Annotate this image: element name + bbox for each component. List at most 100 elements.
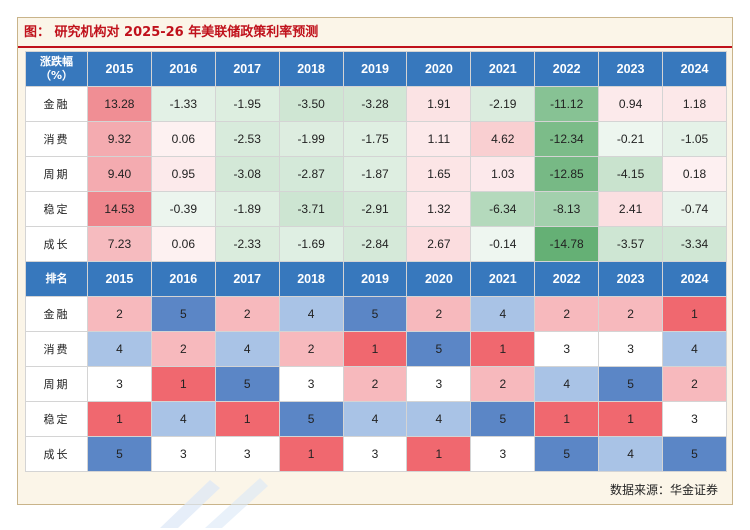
year-header-2024: 2024 — [662, 51, 727, 87]
rank-cell: 5 — [662, 436, 727, 472]
return-cell: -1.89 — [214, 191, 280, 227]
rank-cell: 2 — [342, 366, 408, 402]
returns-rank-table: 涨跌幅 （%） 2015 2016 2017 2018 2019 2020 2021 2022 2… — [25, 51, 727, 472]
return-cell: 4.62 — [470, 121, 536, 157]
return-cell: -2.19 — [470, 86, 536, 122]
returns-row: 消费 9.32 0.06 -2.53 -1.99 -1.75 1.11 4.62 -12.34-… — [25, 121, 727, 157]
rank-cell: 5 — [406, 331, 472, 367]
rank-cell: 3 — [342, 436, 408, 472]
return-cell: 1.91 — [406, 86, 472, 122]
year-header-2021: 2021 — [470, 261, 536, 297]
rank-cell: 1 — [470, 331, 536, 367]
year-header-2020: 2020 — [406, 261, 472, 297]
row-label: 成长 — [25, 226, 88, 262]
return-cell: 0.18 — [662, 156, 727, 192]
return-cell: 1.65 — [406, 156, 472, 192]
rank-cell: 2 — [470, 366, 536, 402]
returns-row: 金融 13.28 -1.33 -1.95 -3.50 -3.28 1.91 -2.19 -11.… — [25, 86, 727, 122]
return-cell: -0.21 — [598, 121, 664, 157]
year-header-2015: 2015 — [87, 51, 152, 87]
year-header-2019: 2019 — [342, 261, 408, 297]
return-cell: -14.78 — [534, 226, 600, 262]
rank-cell: 3 — [598, 331, 664, 367]
year-header-2018: 2018 — [278, 261, 344, 297]
rank-cell: 3 — [662, 401, 727, 437]
return-cell: 0.06 — [150, 121, 216, 157]
returns-header-row-corner: 涨跌幅 （%） — [25, 51, 88, 87]
return-cell: -1.75 — [342, 121, 408, 157]
return-cell: -8.13 — [534, 191, 600, 227]
return-cell: -3.57 — [598, 226, 664, 262]
year-header-2017: 2017 — [214, 51, 280, 87]
returns-header-row: 涨跌幅 （%） 2015 2016 2017 2018 2019 2020 2021 2022 2… — [25, 51, 727, 87]
year-header-2023: 2023 — [598, 51, 664, 87]
rank-row: 金融 2 5 2 4 5 2 4 2 2 1 — [25, 296, 727, 332]
return-cell: -3.34 — [662, 226, 727, 262]
return-cell: -3.50 — [278, 86, 344, 122]
year-header-2022: 2022 — [534, 261, 600, 297]
return-cell: -0.14 — [470, 226, 536, 262]
returns-row: 周期 9.40 0.95 -3.08 -2.87 -1.87 1.65 1.03 -12.85-… — [25, 156, 727, 192]
return-cell: -4.15 — [598, 156, 664, 192]
rank-row: 稳定 1 4 1 5 4 4 5 1 1 3 — [25, 401, 727, 437]
rank-cell: 5 — [534, 436, 600, 472]
return-cell: -1.69 — [278, 226, 344, 262]
rank-cell: 3 — [150, 436, 216, 472]
rank-cell: 5 — [87, 436, 152, 472]
return-cell: 9.40 — [87, 156, 152, 192]
rank-cell: 5 — [342, 296, 408, 332]
rank-cell: 4 — [214, 331, 280, 367]
return-cell: 1.32 — [406, 191, 472, 227]
rank-cell: 5 — [214, 366, 280, 402]
return-cell: -3.28 — [342, 86, 408, 122]
return-cell: -0.74 — [662, 191, 727, 227]
rank-row: 消费 4 2 4 2 1 5 1 3 3 4 — [25, 331, 727, 367]
return-cell: -12.85 — [534, 156, 600, 192]
return-cell: 0.94 — [598, 86, 664, 122]
rank-cell: 2 — [214, 296, 280, 332]
return-cell: -2.84 — [342, 226, 408, 262]
return-cell: 9.32 — [87, 121, 152, 157]
return-cell: 2.67 — [406, 226, 472, 262]
figure-frame: 图： 研究机构对 2025-26 年美联储政策利率预测 涨跌幅 （%） 2015 2… — [17, 17, 733, 505]
rank-cell: 3 — [470, 436, 536, 472]
return-cell: -12.34 — [534, 121, 600, 157]
rank-cell: 4 — [534, 366, 600, 402]
rank-row: 成长 5 3 3 1 3 1 3 5 4 5 — [25, 436, 727, 472]
year-header-2021: 2021 — [470, 51, 536, 87]
rank-cell: 1 — [150, 366, 216, 402]
year-header-2019: 2019 — [342, 51, 408, 87]
ranks-header-row-corner: 排名 — [25, 261, 88, 297]
rank-cell: 4 — [470, 296, 536, 332]
rank-cell: 5 — [470, 401, 536, 437]
return-cell: -1.87 — [342, 156, 408, 192]
return-cell: 14.53 — [87, 191, 152, 227]
rank-cell: 1 — [662, 296, 727, 332]
rank-cell: 3 — [406, 366, 472, 402]
return-cell: 7.23 — [87, 226, 152, 262]
year-header-2020: 2020 — [406, 51, 472, 87]
return-cell: -1.99 — [278, 121, 344, 157]
row-label: 周期 — [25, 366, 88, 402]
return-cell: 1.11 — [406, 121, 472, 157]
rank-cell: 1 — [214, 401, 280, 437]
year-header-2016: 2016 — [150, 51, 216, 87]
rank-cell: 1 — [342, 331, 408, 367]
rank-cell: 1 — [534, 401, 600, 437]
returns-row: 成长 7.23 0.06 -2.33 -1.69 -2.84 2.67 -0.14 -14.78… — [25, 226, 727, 262]
title-divider — [18, 46, 732, 48]
rank-row: 周期 3 1 5 3 2 3 2 4 5 2 — [25, 366, 727, 402]
year-header-2018: 2018 — [278, 51, 344, 87]
row-label: 稳定 — [25, 191, 88, 227]
row-label: 成长 — [25, 436, 88, 472]
row-label: 金融 — [25, 296, 88, 332]
row-label: 消费 — [25, 331, 88, 367]
return-cell: -1.95 — [214, 86, 280, 122]
return-cell: -11.12 — [534, 86, 600, 122]
rank-cell: 4 — [406, 401, 472, 437]
rank-cell: 3 — [534, 331, 600, 367]
data-table-container: 涨跌幅 （%） 2015 2016 2017 2018 2019 2020 2021 2022 2… — [25, 51, 727, 472]
watermark-logo — [160, 478, 268, 528]
return-cell: -6.34 — [470, 191, 536, 227]
return-cell: 0.95 — [150, 156, 216, 192]
